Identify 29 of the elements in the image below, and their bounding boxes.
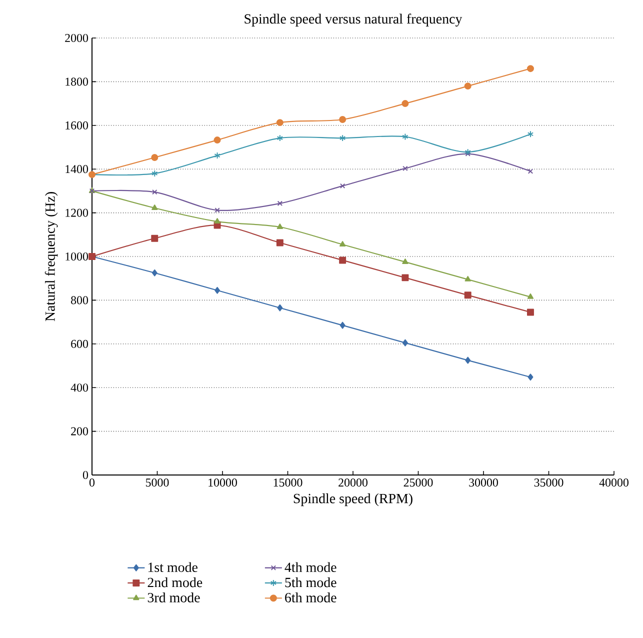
x-axis-title: Spindle speed (RPM) — [294, 493, 412, 506]
legend-label: 2nd mode — [148, 577, 202, 588]
x-tick-label: 20000 — [338, 478, 368, 487]
legend-label: 1st mode — [148, 562, 198, 572]
y-tick-label: 200 — [71, 427, 88, 436]
x-tick-label: 15000 — [274, 478, 302, 487]
legend-label: 6th mode — [285, 592, 336, 602]
x-tick-label: 10000 — [208, 478, 237, 487]
legend-label: 4th mode — [284, 562, 336, 572]
legend-label: 3rd mode — [148, 592, 200, 602]
y-tick-label: 2000 — [65, 34, 88, 42]
y-tick-label: 1400 — [66, 165, 88, 174]
y-tick-label: 0 — [82, 470, 88, 480]
chart-title: Spindle speed versus natural frequency — [244, 14, 462, 27]
y-tick-label: 1800 — [66, 78, 88, 86]
x-tick-label: 0 — [89, 478, 95, 487]
y-tick-label: 1600 — [66, 121, 88, 130]
x-tick-label: 25000 — [404, 478, 433, 487]
y-tick-label: 400 — [70, 384, 88, 392]
y-tick-label: 1200 — [66, 208, 88, 217]
x-tick-label: 40000 — [599, 478, 628, 487]
y-tick-label: 1000 — [66, 252, 88, 261]
y-tick-label: 800 — [71, 296, 88, 304]
y-axis-title: Natural frequency (Hz) — [44, 192, 58, 322]
x-tick-label: 30000 — [469, 478, 498, 487]
x-tick-label: 5000 — [146, 478, 169, 487]
y-tick-label: 600 — [71, 340, 88, 348]
x-tick-label: 35000 — [534, 478, 564, 487]
legend-label: 5th mode — [285, 577, 336, 588]
